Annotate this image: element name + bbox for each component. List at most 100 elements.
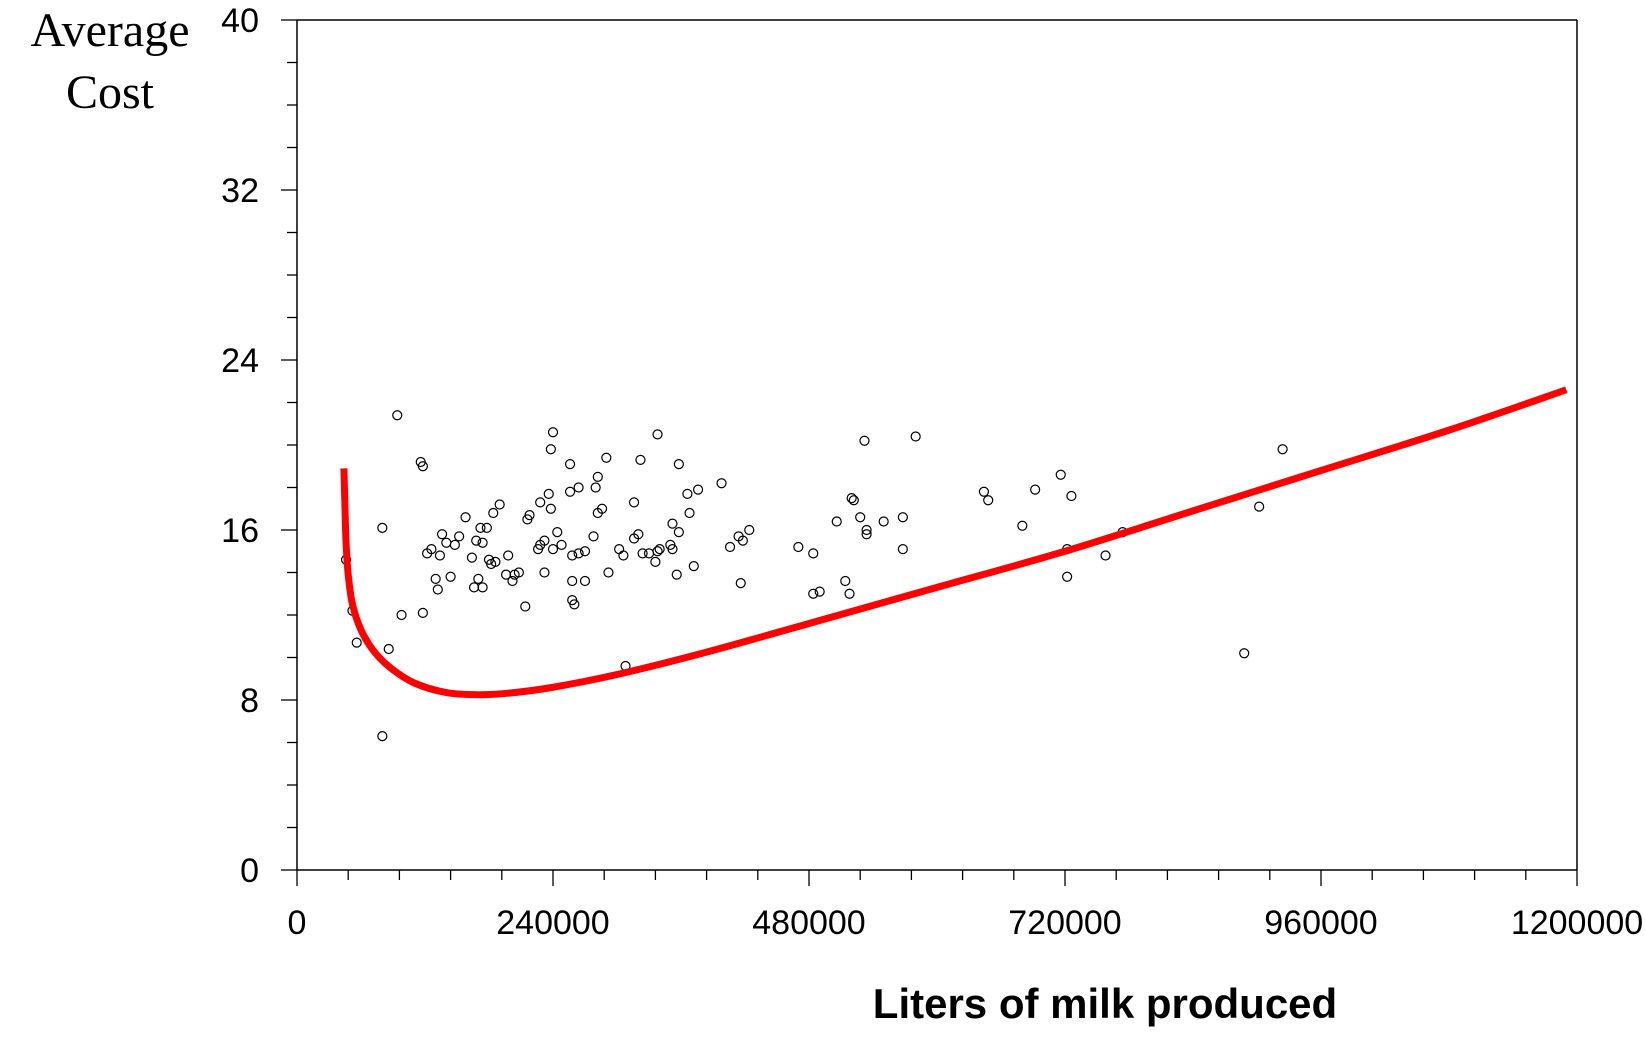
scatter-point — [673, 527, 684, 538]
scatter-point — [539, 567, 550, 578]
scatter-point — [564, 486, 576, 497]
scatter-point — [652, 429, 663, 440]
scatter-point — [494, 499, 505, 510]
scatter-point — [601, 452, 612, 463]
scatter-point — [377, 731, 388, 742]
scatter-point — [573, 482, 584, 493]
x-tick-label: 240000 — [496, 904, 609, 942]
scatter-point — [614, 544, 625, 555]
scatter-point — [910, 431, 921, 442]
x-tick-label: 480000 — [752, 904, 865, 942]
scatter-point — [654, 544, 665, 555]
scatter-point — [635, 454, 646, 465]
x-tick-label: 1200000 — [1511, 904, 1643, 942]
scatter-point — [808, 548, 819, 559]
y-tick-label: 8 — [240, 682, 259, 720]
scatter-point — [481, 522, 492, 533]
scatter-point — [441, 537, 452, 548]
scatter-point — [535, 497, 546, 508]
scatter-point — [507, 575, 518, 587]
x-tick-label: 960000 — [1264, 904, 1377, 942]
scatter-point — [1100, 550, 1111, 561]
scatter-point — [652, 546, 663, 557]
scatter-point — [488, 507, 499, 519]
scatter-point — [855, 512, 866, 523]
scatter-point — [430, 573, 441, 584]
scatter-point — [588, 531, 599, 542]
scatter-point — [667, 518, 678, 529]
scatter-point — [737, 535, 748, 546]
scatter-point — [445, 571, 456, 582]
y-tick-label: 0 — [240, 852, 259, 890]
scatter-point — [1055, 469, 1066, 480]
scatter-point — [744, 524, 755, 536]
scatter-point — [545, 503, 556, 514]
scatter-point — [684, 507, 695, 519]
scatter-point — [524, 510, 535, 521]
scatter-point — [848, 495, 859, 506]
scatter-point — [377, 522, 388, 533]
scatter-point — [628, 497, 640, 508]
scatter-point — [490, 556, 501, 567]
scatter-point — [396, 609, 407, 621]
scatter-point — [417, 461, 428, 472]
tick-labels: 0 8 16 24 32 40 0 240000 480000 720000 960000 12000… — [221, 2, 1643, 942]
scatter-point — [724, 541, 736, 553]
scatter-point — [473, 573, 484, 584]
scatter-point — [471, 535, 482, 546]
scatter-point — [688, 561, 699, 572]
scatter-point — [460, 512, 471, 523]
axes — [296, 19, 1578, 871]
scatter-point — [592, 471, 603, 482]
y-axis-label-line-2: Cost — [66, 66, 155, 119]
scatter-point — [1066, 490, 1077, 502]
scatter-point — [650, 556, 661, 567]
scatter-point — [545, 444, 556, 455]
scatter-point — [637, 548, 648, 559]
scatter-point — [716, 478, 727, 489]
scatter-points — [340, 410, 1288, 742]
scatter-point — [552, 527, 563, 538]
scatter-point — [426, 544, 437, 555]
scatter-point — [1030, 484, 1041, 495]
tick-marks — [281, 19, 1578, 886]
scatter-point — [831, 516, 842, 527]
scatter-point — [432, 584, 443, 595]
scatter-point — [735, 578, 746, 589]
x-tick-label: 0 — [288, 904, 307, 942]
scatter-point — [564, 459, 576, 470]
scatter-point — [671, 569, 682, 580]
scatter-point — [466, 552, 478, 563]
scatter-point — [673, 459, 684, 470]
scatter-point — [392, 410, 403, 421]
scatter-point — [897, 512, 908, 523]
scatter-point — [547, 544, 559, 555]
scatter-point — [569, 599, 580, 610]
scatter-point — [859, 435, 870, 446]
scatter-point — [567, 550, 578, 561]
x-tick-label: 720000 — [1008, 904, 1121, 942]
scatter-point — [556, 539, 567, 550]
y-tick-label: 24 — [221, 342, 259, 380]
scatter-point — [503, 550, 514, 561]
x-axis-label: Liters of milk produced — [873, 980, 1337, 1027]
scatter-point — [590, 482, 601, 493]
average-cost-curve — [340, 386, 1568, 699]
y-axis-label-line-1: Average — [31, 4, 190, 57]
scatter-point — [667, 544, 678, 555]
scatter-point — [436, 529, 448, 540]
scatter-point — [682, 488, 693, 499]
scatter-point — [513, 567, 524, 578]
scatter-point — [573, 548, 584, 559]
scatter-point — [1254, 501, 1265, 512]
scatter-point — [383, 643, 394, 655]
scatter-point — [692, 484, 704, 495]
scatter-point — [449, 539, 460, 550]
scatter-point — [603, 567, 614, 578]
scatter-point — [543, 488, 554, 499]
scatter-point — [477, 582, 488, 593]
scatter-point — [808, 588, 819, 599]
scatter-point — [643, 548, 655, 559]
scatter-point — [454, 531, 465, 542]
scatter-point — [1239, 648, 1250, 659]
